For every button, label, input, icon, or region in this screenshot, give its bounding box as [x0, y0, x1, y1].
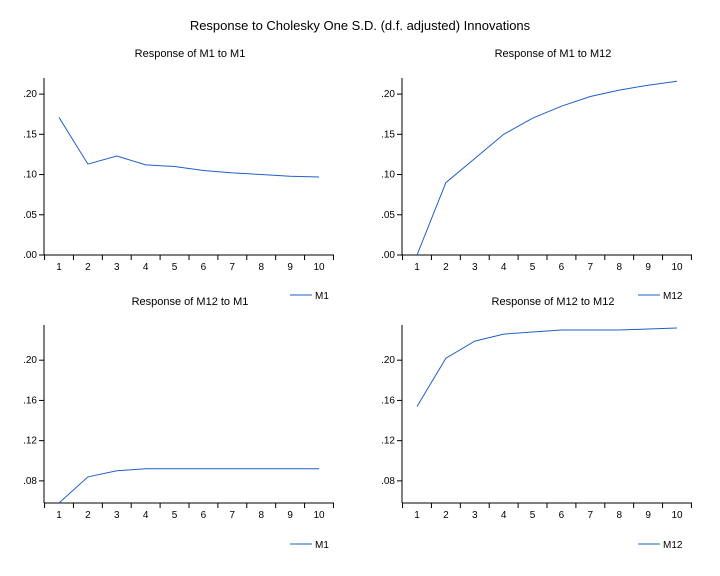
- x-tick-label: 9: [645, 510, 651, 521]
- x-tick-label: 8: [258, 510, 264, 521]
- y-tick-label: .12: [23, 436, 37, 447]
- x-tick-label: 8: [616, 510, 622, 521]
- y-tick-label: .16: [381, 395, 395, 406]
- y-tick-label: .00: [381, 250, 395, 261]
- y-tick-label: .20: [381, 89, 395, 100]
- x-tick-label: 5: [172, 510, 178, 521]
- x-tick-label: 8: [616, 262, 622, 273]
- series-line-m1: [58, 117, 320, 178]
- chart-panel-2: Response of M1 to M12 .00 .05 .10 .15 .20 1 2 3 4…: [381, 48, 692, 302]
- x-tick-label: 1: [56, 510, 62, 521]
- x-tick-label: 2: [443, 262, 449, 273]
- y-tick-label: .10: [381, 170, 395, 181]
- x-tick-label: 2: [85, 510, 91, 521]
- y-tick-label: .20: [23, 355, 37, 366]
- x-tick-label: 6: [559, 262, 565, 273]
- x-tick-label: 9: [645, 262, 651, 273]
- x-tick-label: 10: [671, 262, 683, 273]
- x-tick-label: 4: [143, 510, 149, 521]
- y-tick-label: .08: [23, 476, 37, 487]
- y-tick-label: .05: [23, 210, 37, 221]
- legend-label: M12: [663, 540, 683, 551]
- chart-panel-3: Response of M12 to M1 .08 .12 .16 .20 1 2 3 4 5 6 7…: [23, 296, 334, 551]
- y-tick-label: .05: [381, 210, 395, 221]
- x-tick-label: 7: [588, 510, 594, 521]
- x-tick-label: 2: [443, 510, 449, 521]
- x-tick-label: 2: [85, 262, 91, 273]
- chart-panel-1: Response of M1 to M1 .00 .05 .10 .15 .20 1 2 3 4 5…: [23, 48, 334, 302]
- figure-title: Response to Cholesky One S.D. (d.f. adju…: [189, 18, 531, 33]
- series-line-m12: [416, 327, 678, 407]
- x-tick-label: 6: [559, 510, 565, 521]
- x-tick-label: 9: [287, 510, 293, 521]
- y-tick-label: .15: [381, 129, 395, 140]
- y-tick-label: .12: [381, 436, 395, 447]
- panel-title: Response of M1 to M12: [495, 48, 612, 60]
- legend-label: M1: [315, 540, 329, 551]
- x-tick-label: 8: [258, 262, 264, 273]
- x-tick-label: 10: [671, 510, 683, 521]
- panel-title: Response of M12 to M12: [492, 296, 615, 308]
- chart-panel-4: Response of M12 to M12 .08 .12 .16 .20 1 2 3 4 5 6…: [381, 296, 692, 551]
- y-tick-label: .16: [23, 395, 37, 406]
- y-tick-label: .10: [23, 170, 37, 181]
- y-tick-label: .20: [381, 355, 395, 366]
- x-tick-label: 6: [201, 262, 207, 273]
- panel-title: Response of M12 to M1: [132, 296, 249, 308]
- x-tick-label: 7: [230, 510, 236, 521]
- y-tick-label: .08: [381, 476, 395, 487]
- x-tick-label: 1: [414, 262, 420, 273]
- x-tick-label: 7: [230, 262, 236, 273]
- y-tick-label: .15: [23, 129, 37, 140]
- x-tick-label: 7: [588, 262, 594, 273]
- x-tick-label: 4: [143, 262, 149, 273]
- x-tick-label: 5: [530, 510, 536, 521]
- x-tick-label: 3: [114, 510, 120, 521]
- panel-title: Response of M1 to M1: [135, 48, 246, 60]
- y-tick-label: .00: [23, 250, 37, 261]
- x-tick-label: 5: [172, 262, 178, 273]
- x-tick-label: 6: [201, 510, 207, 521]
- x-tick-label: 3: [472, 262, 478, 273]
- series-line-m12: [416, 80, 678, 256]
- x-tick-label: 5: [530, 262, 536, 273]
- x-tick-label: 10: [313, 262, 325, 273]
- x-tick-label: 3: [472, 510, 478, 521]
- x-tick-label: 4: [501, 262, 507, 273]
- y-tick-label: .20: [23, 89, 37, 100]
- x-tick-label: 1: [414, 510, 420, 521]
- x-tick-label: 9: [287, 262, 293, 273]
- x-tick-label: 4: [501, 510, 507, 521]
- series-line-m1: [58, 468, 319, 504]
- x-tick-label: 1: [56, 262, 62, 273]
- legend-label: M1: [315, 291, 329, 302]
- x-tick-label: 10: [313, 510, 325, 521]
- x-tick-label: 3: [114, 262, 120, 273]
- legend-label: M12: [663, 291, 683, 302]
